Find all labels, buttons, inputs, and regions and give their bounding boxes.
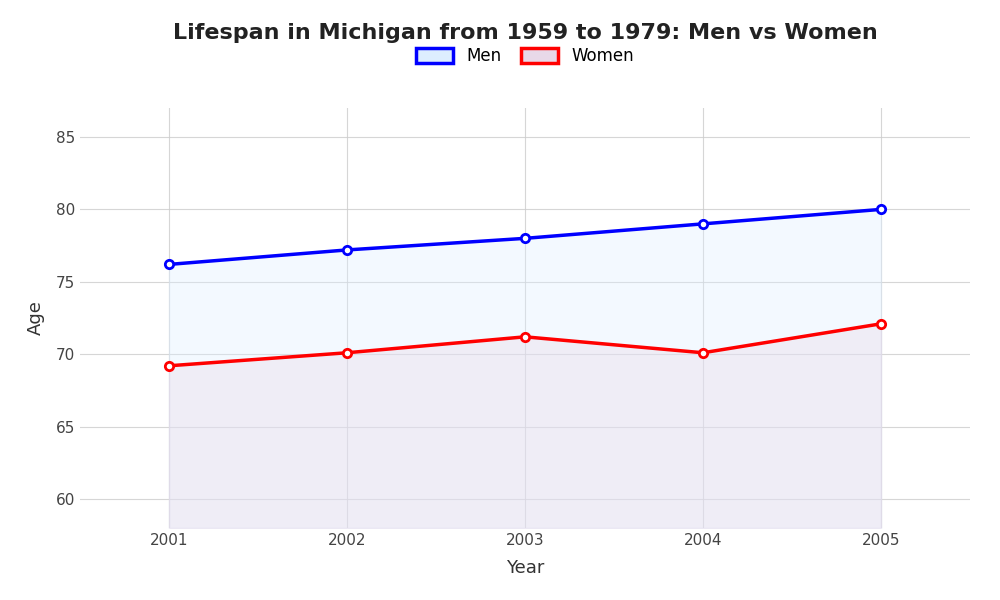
Y-axis label: Age: Age <box>27 301 45 335</box>
Legend: Men, Women: Men, Women <box>409 41 641 72</box>
X-axis label: Year: Year <box>506 559 544 577</box>
Title: Lifespan in Michigan from 1959 to 1979: Men vs Women: Lifespan in Michigan from 1959 to 1979: … <box>173 23 877 43</box>
